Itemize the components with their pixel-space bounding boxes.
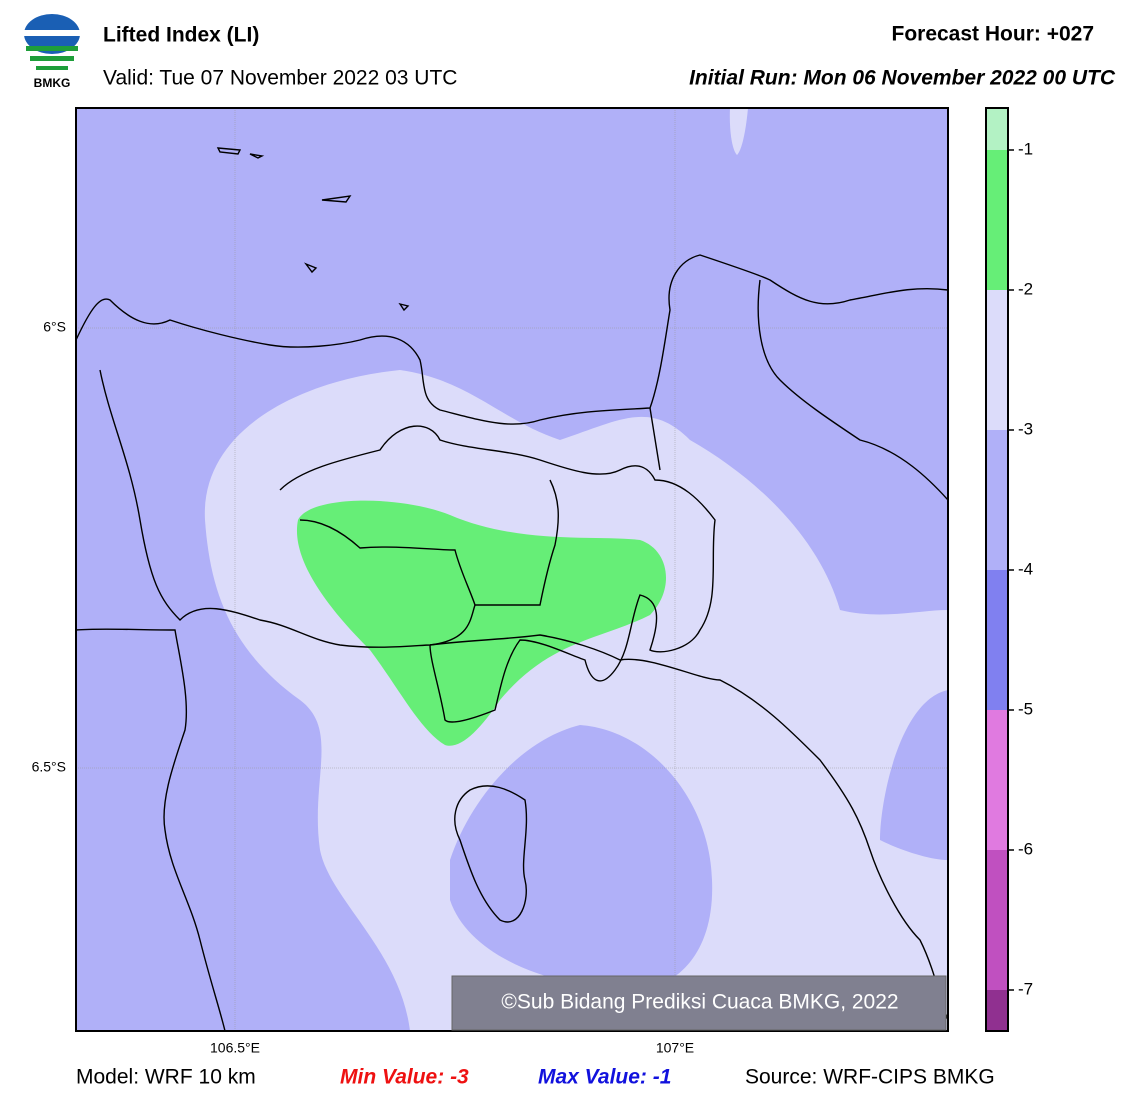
lon-label: 107°E (656, 1040, 694, 1056)
field-region (729, 108, 748, 155)
lat-label: 6°S (43, 319, 66, 335)
colorbar-segment (986, 430, 1008, 570)
colorbar-segment (986, 990, 1008, 1031)
boundary (454, 785, 528, 923)
colorbar-tick-label: -2 (1018, 279, 1033, 298)
colorbar: -1 -2 -3 -4 -5 -6 -7 (985, 107, 1033, 1032)
colorbar-tick-label: -1 (1018, 139, 1033, 158)
colorbar-segment (986, 710, 1008, 850)
lon-label: 106.5°E (210, 1040, 260, 1056)
field-region (450, 725, 713, 990)
coastline (76, 254, 948, 425)
lat-label: 6.5°S (32, 759, 66, 775)
logo-text: BMKG (34, 76, 71, 90)
valid-time: Valid: Tue 07 November 2022 03 UTC (103, 67, 457, 90)
initial-run: Initial Run: Mon 06 November 2022 00 UTC (689, 67, 1116, 90)
min-value: Min Value: -3 (340, 1066, 469, 1089)
forecast-hour: Forecast Hour: +027 (892, 23, 1095, 46)
colorbar-tick-label: -3 (1018, 419, 1033, 438)
watermark-box (451, 975, 947, 1031)
colorbar-segment (986, 290, 1008, 430)
map: ©Sub Bidang Prediksi Cuaca BMKG, 2022 6°… (32, 107, 949, 1056)
colorbar-segment (986, 150, 1008, 290)
model: Model: WRF 10 km (76, 1066, 256, 1089)
colorbar-tick-label: -4 (1018, 559, 1033, 578)
field-region (296, 500, 667, 746)
watermark: ©Sub Bidang Prediksi Cuaca BMKG, 2022 (501, 991, 898, 1014)
colorbar-tick-label: -7 (1018, 979, 1033, 998)
logo: BMKG (24, 14, 80, 90)
colorbar-tick-label: -5 (1018, 699, 1033, 718)
colorbar-segment (986, 570, 1008, 710)
boundary (99, 369, 948, 1021)
title: Lifted Index (LI) (103, 24, 259, 47)
map-frame (75, 107, 949, 1032)
colorbar-segment (986, 850, 1008, 990)
boundary (279, 279, 948, 723)
colorbar-segment (986, 108, 1008, 150)
island (216, 147, 410, 312)
source: Source: WRF-CIPS BMKG (745, 1066, 995, 1089)
max-value: Max Value: -1 (538, 1066, 671, 1089)
colorbar-tick-label: -6 (1018, 839, 1033, 858)
boundary (76, 628, 226, 1031)
